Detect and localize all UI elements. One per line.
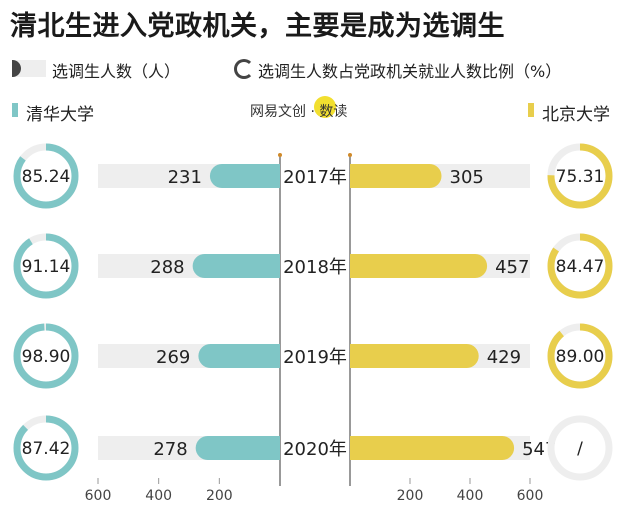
bar-tsinghua — [198, 344, 280, 368]
year-label: 2020年 — [283, 439, 347, 460]
year-label: 2018年 — [283, 257, 347, 278]
legend-bar-swatch — [12, 60, 46, 77]
bar-tsinghua — [195, 436, 280, 460]
bar-tsinghua — [209, 164, 280, 188]
year-label: 2019年 — [283, 347, 347, 368]
tsinghua-marker — [12, 103, 18, 117]
ratio-ring-tsinghua — [13, 143, 79, 209]
tick-label-right: 200 — [397, 488, 424, 504]
pku-marker — [528, 103, 534, 117]
ratio-ring-pku — [547, 323, 613, 389]
ratio-ring-pku — [547, 233, 613, 299]
axis-left-cap — [278, 153, 282, 157]
tick-label-right: 600 — [517, 488, 544, 504]
value-label-pku: 305 — [450, 167, 484, 188]
ratio-label-tsinghua: 98.90 — [22, 347, 71, 367]
tick-label-left: 200 — [206, 488, 233, 504]
bar-pku — [350, 436, 515, 460]
legend-ring-label: 选调生人数占党政机关就业人数比例（%） — [258, 62, 562, 81]
value-label-tsinghua: 288 — [150, 257, 184, 278]
watermark-logo — [314, 96, 336, 118]
legend-bar-label: 选调生人数（人） — [52, 62, 181, 81]
ratio-label-tsinghua: 87.42 — [22, 439, 71, 459]
ratio-label-tsinghua: 85.24 — [22, 167, 71, 187]
bar-pku — [350, 164, 442, 188]
axis-right-cap — [348, 153, 352, 157]
ratio-ring-tsinghua — [13, 323, 79, 389]
ratio-ring-track — [547, 415, 613, 481]
legend-pku: 北京大学 — [542, 105, 610, 125]
year-label: 2017年 — [283, 167, 347, 188]
ratio-ring-pku — [547, 143, 613, 209]
ratio-label-pku: 75.31 — [556, 167, 605, 187]
ratio-label-pku: / — [577, 439, 583, 459]
watermark: 网易文创 · 数读 — [250, 104, 348, 120]
chart-title: 清北生进入党政机关，主要是成为选调生 — [10, 11, 505, 42]
bar-tsinghua — [192, 254, 280, 278]
ratio-label-pku: 89.00 — [556, 347, 605, 367]
tick-label-left: 600 — [85, 488, 112, 504]
legend-tsinghua: 清华大学 — [26, 105, 94, 125]
legend-ring-icon — [234, 59, 254, 79]
value-label-pku: 429 — [487, 347, 521, 368]
legend-bar-swatch-cap — [12, 60, 21, 77]
value-label-tsinghua: 231 — [168, 167, 202, 188]
tick-label-left: 400 — [145, 488, 172, 504]
bar-pku — [350, 254, 488, 278]
ratio-label-tsinghua: 91.14 — [22, 257, 71, 277]
bar-pku — [350, 344, 479, 368]
ratio-label-pku: 84.47 — [556, 257, 605, 277]
ratio-ring-tsinghua — [13, 415, 79, 481]
ratio-ring-tsinghua — [13, 233, 79, 299]
value-label-tsinghua: 269 — [156, 347, 190, 368]
value-label-tsinghua: 278 — [153, 439, 187, 460]
value-label-pku: 457 — [495, 257, 529, 278]
tick-label-right: 400 — [457, 488, 484, 504]
